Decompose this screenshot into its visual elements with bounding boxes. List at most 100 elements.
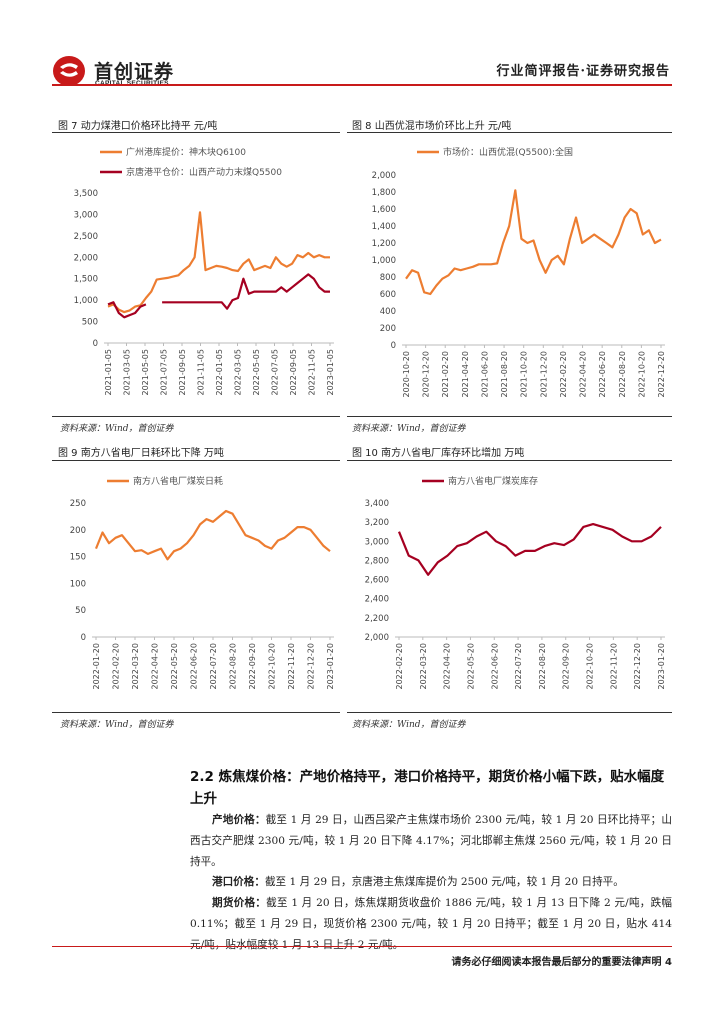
- x-tick-label: 2022-01-05: [215, 349, 224, 396]
- figure-8-top-rule: [347, 132, 672, 133]
- port-price-label: 港口价格：: [212, 876, 265, 888]
- chart-8: 0 200 400 600 800 1,000 1,200 1,400 1,600 1,800 2,…: [372, 146, 666, 398]
- header-rule: [52, 84, 672, 86]
- y-tick-label: 2,000: [365, 633, 389, 643]
- chart-10: 2,000 2,200 2,400 2,600 2,800 3,000 3,200 3,400…: [365, 475, 666, 690]
- figure-10-top-rule: [347, 460, 672, 461]
- y-tick-label: 500: [82, 318, 98, 328]
- y-tick-label: 1,200: [372, 239, 396, 249]
- chart-7: 0 500 1,000 1,500 2,000 2,500 3,000 3,500 2021-0…: [74, 146, 335, 396]
- x-tick-label: 2022-03-20: [419, 643, 428, 690]
- x-tick-label: 2022-05-05: [252, 349, 261, 396]
- x-tick-label: 2022-06-20: [190, 643, 199, 690]
- x-tick-label: 2022-03-20: [131, 643, 140, 690]
- x-tick-label: 2023-01-20: [326, 643, 335, 690]
- figure-10-source: 资料来源：Wind，首创证券: [352, 720, 466, 730]
- logo: 首创证券 CAPITAL SECURITIES: [52, 52, 192, 92]
- figure-7-bottom-rule: [52, 416, 340, 417]
- y-tick-label: 3,000: [74, 210, 98, 220]
- series-line: [397, 523, 662, 576]
- x-tick-label: 2022-02-20: [112, 643, 121, 690]
- x-tick-label: 2022-01-20: [92, 643, 101, 690]
- x-tick-label: 2022-04-20: [151, 643, 160, 690]
- y-tick-label: 600: [380, 290, 396, 300]
- x-tick-label: 2022-03-05: [234, 349, 243, 396]
- x-tick-label: 2023-01-20: [657, 643, 666, 690]
- y-tick-label: 250: [70, 499, 86, 509]
- x-tick-label: 2022-02-20: [395, 643, 404, 690]
- x-tick-label: 2022-04-20: [579, 351, 588, 398]
- x-tick-label: 2022-02-20: [559, 351, 568, 398]
- y-tick-label: 0: [93, 339, 98, 349]
- x-tick-label: 2022-12-20: [657, 351, 666, 398]
- logo-en: CAPITAL SECURITIES: [95, 80, 169, 87]
- x-tick-label: 2021-11-05: [197, 349, 206, 396]
- x-tick-label: 2022-11-05: [308, 349, 317, 396]
- x-tick-label: 2022-07-05: [271, 349, 280, 396]
- paragraph-origin-price: 产地价格：截至 1 月 29 日，山西吕梁产主焦煤市场价 2300 元/吨，较 …: [190, 810, 672, 873]
- y-tick-label: 1,400: [372, 222, 396, 232]
- figure-10-bottom-rule: [347, 712, 672, 713]
- x-tick-label: 2020-12-20: [422, 351, 431, 398]
- series-line: [107, 273, 330, 319]
- y-tick-label: 1,000: [372, 256, 396, 266]
- paragraph-futures-price: 期货价格：截至 1 月 20 日，炼焦煤期货收盘价 1886 元/吨，较 1 月…: [190, 893, 672, 956]
- section-title: 2.2 炼焦煤价格：产地价格持平，港口价格持平，期货价格小幅下跌，贴水幅度上升: [190, 769, 665, 807]
- x-tick-label: 2022-08-20: [229, 643, 238, 690]
- report-type: 行业简评报告·证券研究报告: [496, 64, 670, 79]
- futures-price-label: 期货价格：: [212, 897, 267, 909]
- y-tick-label: 150: [70, 553, 86, 563]
- x-tick-label: 2021-04-20: [461, 351, 470, 398]
- y-tick-label: 1,000: [74, 296, 98, 306]
- x-tick-label: 2022-05-20: [170, 643, 179, 690]
- legend-label: 广州港库提价：神木块Q6100: [126, 146, 246, 158]
- footer-disclaimer: 请务必仔细阅读本报告最后部分的重要法律声明 4: [452, 953, 672, 968]
- figure-8-source: 资料来源：Wind，首创证券: [352, 424, 466, 434]
- y-tick-label: 2,800: [365, 556, 389, 566]
- x-tick-label: 2022-10-20: [586, 643, 595, 690]
- x-tick-label: 2021-08-20: [500, 351, 509, 398]
- x-tick-label: 2022-06-20: [490, 643, 499, 690]
- figure-9-top-rule: [52, 460, 340, 461]
- x-tick-label: 2022-05-20: [466, 643, 475, 690]
- x-tick-label: 2022-11-20: [287, 643, 296, 690]
- paragraph-port-price: 港口价格：截至 1 月 29 日，京唐港主焦煤库提价为 2500 元/吨，较 1…: [190, 872, 672, 893]
- x-tick-label: 2020-10-20: [402, 351, 411, 398]
- origin-price-text: 截至 1 月 29 日，山西吕梁产主焦煤市场价 2300 元/吨，较 1 月 2…: [190, 814, 672, 868]
- y-tick-label: 3,400: [365, 499, 389, 509]
- logo-icon: [53, 56, 85, 86]
- series-line: [405, 189, 662, 296]
- y-tick-label: 100: [70, 579, 86, 589]
- origin-price-label: 产地价格：: [212, 814, 266, 826]
- y-tick-label: 1,500: [74, 275, 98, 285]
- figure-7-title: 图 7 动力煤港口价格环比持平 元/吨: [58, 121, 218, 132]
- x-tick-label: 2021-05-05: [141, 349, 150, 396]
- y-tick-label: 1,600: [372, 205, 396, 215]
- legend-label: 京唐港平仓价：山西产动力末煤Q5500: [126, 166, 282, 178]
- series-line: [107, 211, 330, 314]
- x-tick-label: 2021-10-20: [520, 351, 529, 398]
- legend-label: 市场价：山西优混(Q5500):全国: [443, 146, 573, 158]
- futures-price-text: 截至 1 月 20 日，炼焦煤期货收盘价 1886 元/吨，较 1 月 13 日…: [190, 897, 673, 951]
- x-tick-label: 2021-02-20: [441, 351, 450, 398]
- chart-9: 0 50 100 150 200 250 2022-01-20 2022-02-20 2022-…: [70, 475, 335, 690]
- x-tick-label: 2022-08-20: [618, 351, 627, 398]
- y-tick-label: 2,400: [365, 595, 389, 605]
- x-tick-label: 2022-09-20: [562, 643, 571, 690]
- legend-label: 南方八省电厂煤炭日耗: [133, 475, 223, 487]
- x-tick-label: 2022-12-20: [307, 643, 316, 690]
- x-tick-label: 2022-12-20: [633, 643, 642, 690]
- figure-8-bottom-rule: [347, 416, 672, 417]
- x-tick-label: 2021-03-05: [123, 349, 132, 396]
- figure-8-title: 图 8 山西优混市场价环比上升 元/吨: [352, 121, 512, 132]
- y-tick-label: 2,600: [365, 576, 389, 586]
- logo-cn: 首创证券: [94, 61, 175, 83]
- x-tick-label: 2022-09-05: [289, 349, 298, 396]
- figure-9-source: 资料来源：Wind，首创证券: [60, 720, 174, 730]
- figure-7-source: 资料来源：Wind，首创证券: [60, 424, 174, 434]
- port-price-text: 截至 1 月 29 日，京唐港主焦煤库提价为 2500 元/吨，较 1 月 20…: [264, 876, 624, 888]
- y-tick-label: 50: [75, 606, 86, 616]
- x-tick-label: 2022-04-20: [443, 643, 452, 690]
- y-tick-label: 0: [81, 633, 86, 643]
- x-tick-label: 2022-10-20: [268, 643, 277, 690]
